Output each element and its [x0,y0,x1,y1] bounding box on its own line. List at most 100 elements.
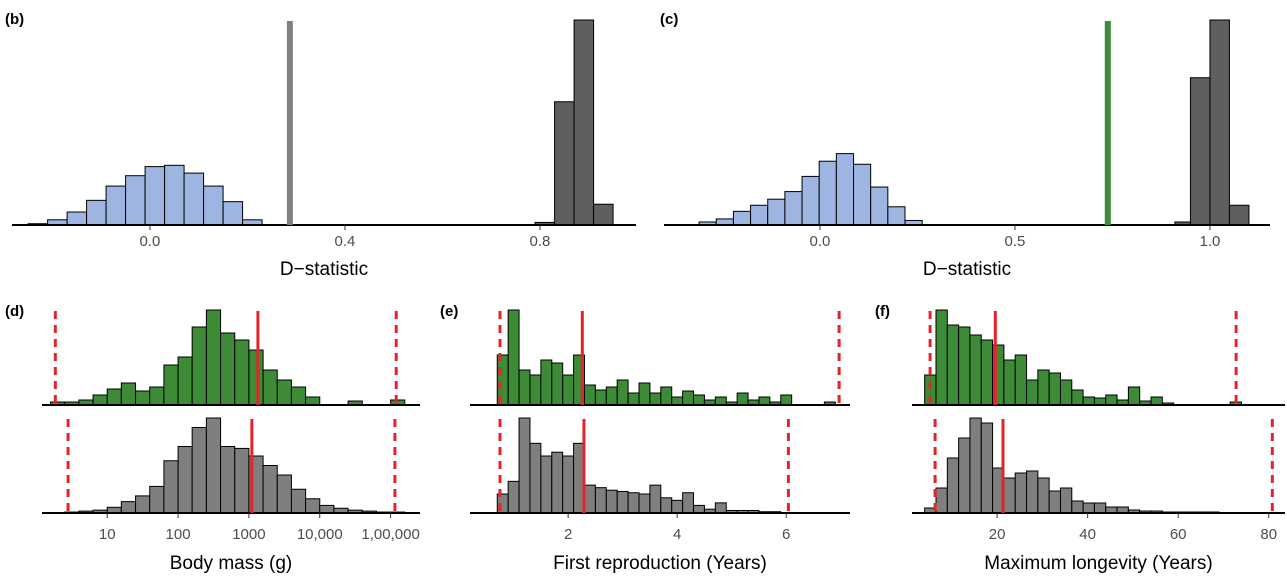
hist-bar [529,442,542,514]
hist-bar [1003,359,1016,406]
hist-bar [780,394,793,406]
hist-bar [583,484,596,514]
hist-bar [835,153,855,226]
hist-bar [191,326,207,406]
x-tick-label: 1.0 [1200,233,1221,250]
hist-bar [627,492,640,514]
hist-bar [1189,77,1211,226]
hist-bar [507,309,520,406]
hist-bar [183,172,205,226]
hist-bar [305,498,321,514]
x-axis-title: D−statistic [280,259,368,280]
hist-bar [605,489,618,514]
hist-bar [262,369,278,406]
x-tick-label: 80 [1260,526,1277,543]
x-tick-label: 1000 [232,526,265,543]
x-tick-label: 0.8 [530,233,551,250]
hist-bar [693,394,705,406]
x-tick-label: 100 [166,526,191,543]
hist-bar [969,417,982,514]
hist-bar [1209,19,1230,226]
hist-bar [125,175,146,226]
hist-bar [120,382,137,406]
hist-bar [583,384,596,406]
hist-bar [163,364,179,406]
hist-bar [946,457,960,514]
panel-label: (c) [660,11,678,28]
hist-bar [1014,354,1028,406]
hist-bar [958,437,971,514]
hist-bar [573,19,595,226]
hist-bar [554,101,575,226]
x-tick-label: 10,000 [297,526,343,543]
hist-bar [801,175,820,226]
hist-bar [1037,369,1050,406]
panel-label: (e) [440,303,458,320]
hist-bar [92,394,108,406]
x-tick-label: 0.0 [140,233,161,250]
hist-bar [616,379,629,406]
hist-bar [177,356,193,406]
hist-bar [507,480,520,514]
hist-bar [164,164,185,226]
hist-bar [958,326,971,406]
hist-bar [276,379,292,406]
hist-bar [682,390,695,406]
x-axis-title: Maximum longevity (Years) [984,553,1212,574]
hist-bar [593,203,614,226]
hist-bar [205,309,222,406]
panel-label: (b) [5,11,24,28]
x-tick-label: 10 [99,526,116,543]
hist-bar [1059,379,1073,406]
x-tick-label: 20 [989,526,1006,543]
hist-bar [319,504,335,514]
hist-bar [220,332,236,406]
hist-bar [649,484,662,514]
hist-bar [562,374,575,406]
hist-bar [163,460,179,514]
hist-bar [276,474,292,514]
x-axis-title: D−statistic [923,259,1011,280]
hist-bar [605,386,618,406]
hist-bar [638,493,651,514]
hist-bar [750,204,769,226]
x-tick-label: 6 [782,526,790,543]
hist-bar [518,417,531,514]
hist-bar [616,490,629,514]
hist-bar [518,369,531,406]
hist-bar [1093,502,1107,514]
hist-bar [149,386,165,406]
hist-bar [627,392,640,406]
hist-bar [203,185,224,226]
hist-bar [1071,389,1084,406]
hist-bar [682,492,695,514]
x-tick-label: 2 [564,526,572,543]
hist-bar [220,446,236,514]
hist-bar [1150,396,1163,406]
hist-bar [305,396,321,406]
hist-bar [106,388,122,406]
hist-bar [714,502,727,514]
x-tick-label: 0.4 [335,233,356,250]
panel-label: (f) [875,303,890,320]
hist-bar [714,396,727,406]
hist-bar [135,390,151,406]
hist-bar [540,455,553,514]
hist-bar [105,185,127,226]
x-axis-title: Body mass (g) [170,553,292,574]
hist-bar [262,465,278,514]
x-tick-label: 4 [673,526,681,543]
hist-bar [177,446,193,514]
hist-bar [540,359,553,406]
hist-bar [935,309,948,406]
hist-bar [671,396,684,406]
hist-bar [732,210,752,226]
hist-bar [784,191,803,226]
hist-bar [1003,477,1016,514]
hist-bar [222,201,244,226]
hist-bar [1127,386,1141,406]
hist-bar [86,199,107,226]
x-tick-label: 1,00,000 [361,526,419,543]
hist-bar [1014,472,1028,514]
